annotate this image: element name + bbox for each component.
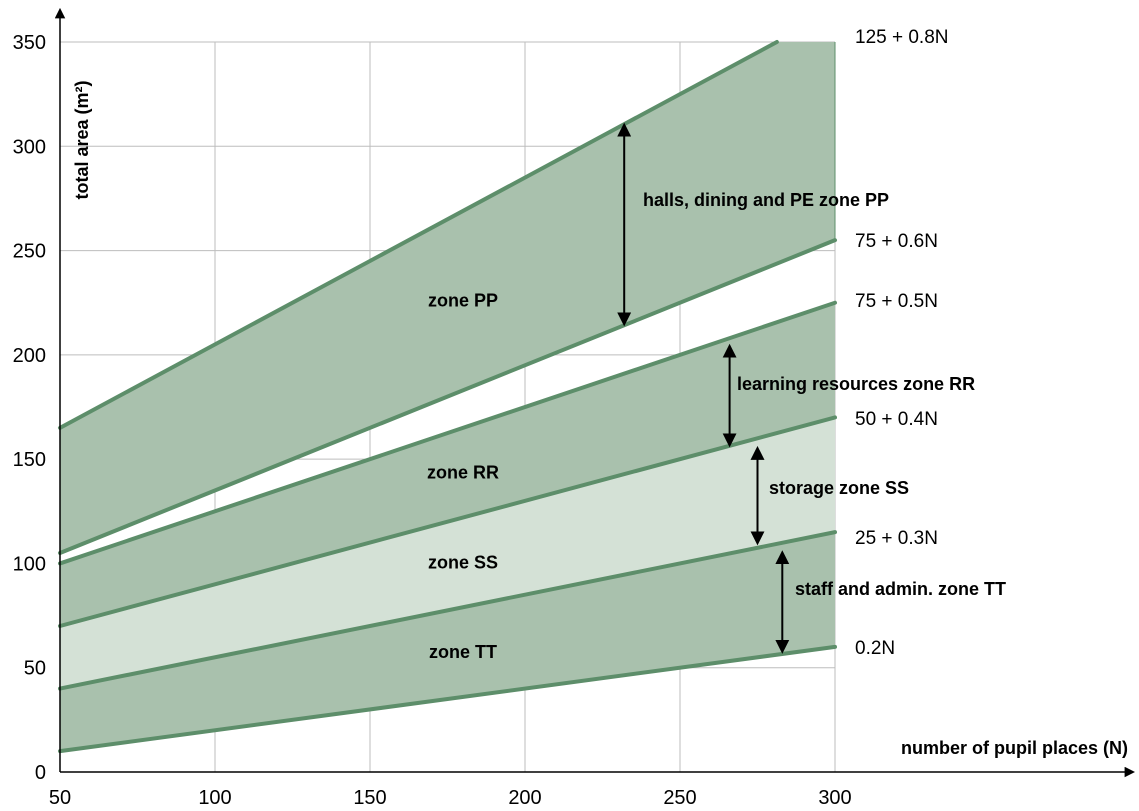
zone-band bbox=[60, 417, 835, 689]
zone-annotation: learning resources zone RR bbox=[737, 374, 975, 394]
x-tick-label: 250 bbox=[663, 787, 696, 809]
y-tick-label: 0 bbox=[35, 762, 46, 784]
y-tick-label: 200 bbox=[13, 345, 46, 367]
boundary-line bbox=[58, 530, 837, 691]
zone-label: zone PP bbox=[428, 291, 498, 311]
y-tick-label: 350 bbox=[13, 32, 46, 54]
equation-label: 75 + 0.5N bbox=[855, 291, 938, 312]
x-axis-title: number of pupil places (N) bbox=[901, 738, 1128, 758]
equation-label: 25 + 0.3N bbox=[855, 528, 938, 549]
boundary-line bbox=[58, 644, 837, 754]
equation-labels: 125 + 0.8N 75 + 0.6N 75 + 0.5N 50 + 0.4N 25 … bbox=[855, 27, 949, 659]
zone-label: zone SS bbox=[428, 552, 498, 572]
equation-label: 125 + 0.8N bbox=[855, 27, 949, 48]
zone-boundary-lines bbox=[58, 40, 837, 754]
y-tick-label: 300 bbox=[13, 136, 46, 158]
zone-band bbox=[60, 532, 835, 752]
y-tick-label: 150 bbox=[13, 449, 46, 471]
x-tick-label: 300 bbox=[818, 787, 851, 809]
x-tick-label: 100 bbox=[198, 787, 231, 809]
boundary-line bbox=[58, 238, 837, 555]
axes bbox=[54, 7, 1136, 778]
zone-annotation: halls, dining and PE zone PP bbox=[643, 190, 889, 210]
x-tick-label: 50 bbox=[49, 787, 71, 809]
x-tick-label: 200 bbox=[508, 787, 541, 809]
zone-annotation: staff and admin. zone TT bbox=[795, 579, 1006, 599]
y-tick-label: 100 bbox=[13, 553, 46, 575]
boundary-line bbox=[58, 300, 837, 566]
zone-label: zone RR bbox=[427, 463, 499, 483]
y-tick-label: 50 bbox=[24, 658, 46, 680]
zone-band bbox=[60, 302, 835, 626]
x-tick-label: 150 bbox=[353, 787, 386, 809]
zone-annotation: storage zone SS bbox=[769, 478, 909, 498]
equation-label: 75 + 0.6N bbox=[855, 231, 938, 252]
y-tick-label: 250 bbox=[13, 241, 46, 263]
zone-labels: zone PP zone RR zone SS zone TT bbox=[427, 291, 499, 662]
equation-label: 0.2N bbox=[855, 638, 895, 659]
zone-bands bbox=[60, 42, 835, 752]
zone-annotations: halls, dining and PE zone PP learning res… bbox=[617, 122, 1006, 654]
boundary-line bbox=[58, 40, 779, 430]
zone-label: zone TT bbox=[429, 642, 497, 662]
equation-label: 50 + 0.4N bbox=[855, 409, 938, 430]
boundary-line bbox=[58, 415, 837, 628]
y-axis-title: total area (m²) bbox=[72, 80, 92, 199]
zone-band bbox=[60, 42, 835, 553]
